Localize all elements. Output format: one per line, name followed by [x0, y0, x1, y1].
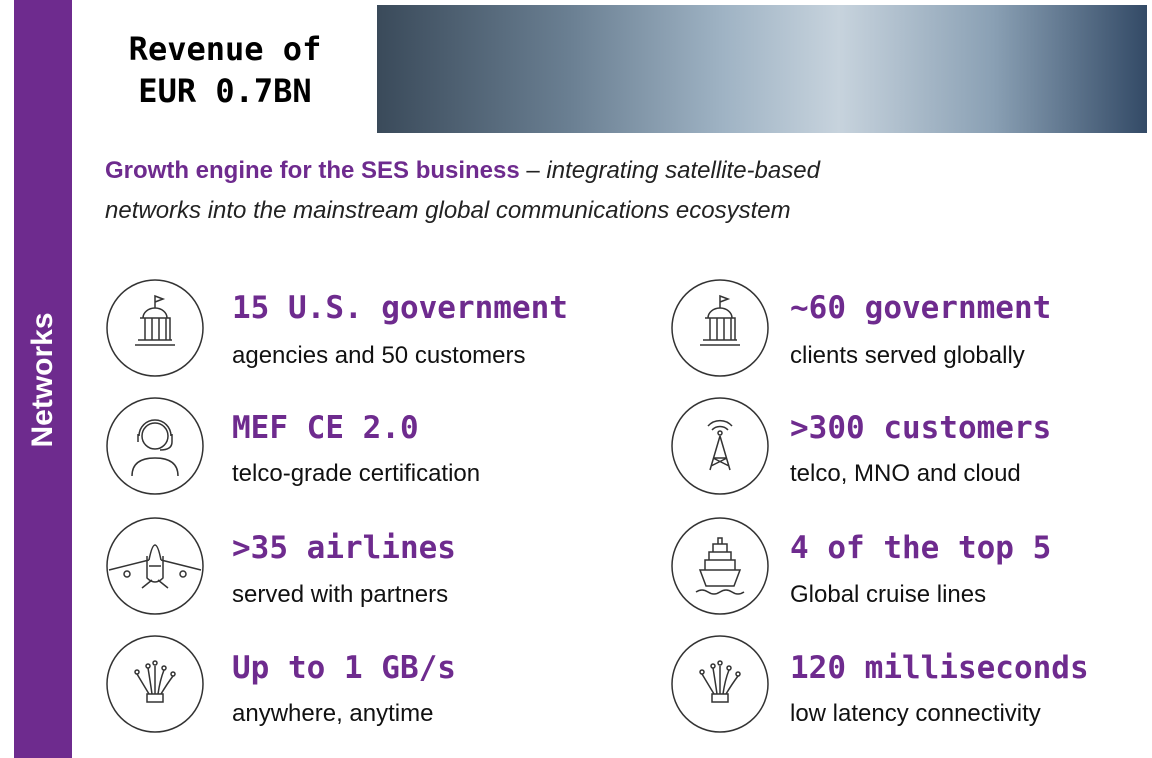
icon-fiber [671, 635, 769, 733]
item-heading: 120 milliseconds [790, 650, 1089, 686]
side-bar: Networks [14, 0, 72, 758]
icon-building [671, 279, 769, 377]
item-sub: telco-grade certification [232, 460, 481, 487]
title: Revenue of [128, 30, 322, 68]
item-sub: served with partners [232, 581, 449, 608]
item-heading: MEF CE 2.0 [232, 410, 419, 446]
item-heading: Up to 1 GB/s [232, 650, 456, 686]
item-sub: agencies and 50 customers [232, 342, 526, 369]
icon-fiber [106, 635, 204, 733]
tagline: networks into the mainstream global comm… [105, 197, 791, 225]
tagline-bold: Growth engine for the SES business [105, 157, 520, 184]
icon-building [106, 279, 204, 377]
tagline: Growth engine for the SES business – int… [105, 157, 820, 185]
item-sub: clients served globally [790, 342, 1025, 369]
side-label: Networks [26, 312, 59, 448]
icon-tower [671, 397, 769, 495]
icon-plane [106, 517, 204, 615]
item-sub: low latency connectivity [790, 700, 1041, 727]
item-heading: >35 airlines [232, 530, 456, 566]
item-sub: Global cruise lines [790, 581, 987, 608]
item-sub: anywhere, anytime [232, 700, 434, 727]
item-sub: telco, MNO and cloud [790, 460, 1021, 487]
icon-ship [671, 517, 769, 615]
tagline-italic: networks into the mainstream global comm… [105, 197, 791, 224]
item-heading: 15 U.S. government [232, 290, 568, 326]
icon-headset [106, 397, 204, 495]
item-heading: 4 of the top 5 [790, 530, 1052, 566]
cabin-photo [377, 5, 1147, 133]
tagline-italic: integrating satellite-based [546, 157, 820, 184]
title: EUR 0.7BN [138, 72, 312, 110]
dash: – [519, 157, 547, 184]
item-heading: ~60 government [790, 290, 1052, 326]
item-heading: >300 customers [790, 410, 1052, 446]
